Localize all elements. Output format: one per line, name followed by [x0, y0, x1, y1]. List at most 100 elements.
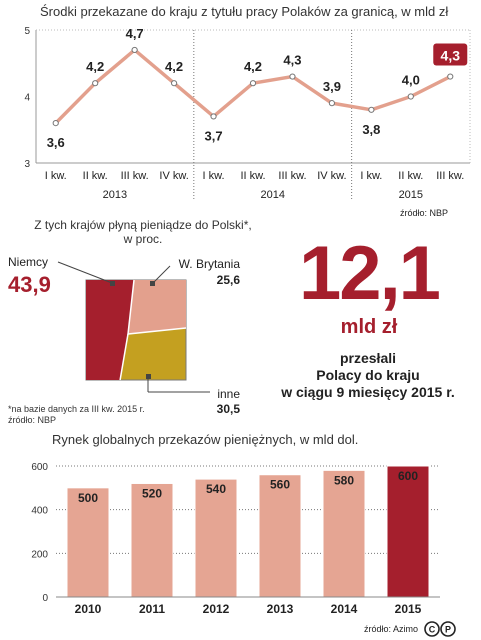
- bar-chart: 0 200 400 600 500 2010 520 2011 540 2012 560 2013 58…: [31, 462, 440, 616]
- highlight-unit: mld zł: [340, 316, 398, 338]
- data-label-highlight: 4,3: [441, 48, 461, 64]
- data-point: [210, 113, 217, 120]
- bar: [194, 478, 238, 598]
- highlight-description: przesłali Polacy do kraju w ciągu 9 mies…: [262, 350, 474, 401]
- year-label: 2013: [103, 189, 127, 201]
- year-label: 2014: [260, 189, 284, 201]
- data-point: [289, 73, 296, 80]
- bar-value-label: 500: [78, 491, 98, 505]
- bar-category-label: 2011: [139, 602, 165, 616]
- slice-divider-2: [119, 333, 129, 381]
- data-label: 4,2: [86, 59, 104, 74]
- bar-category-label: 2013: [267, 602, 294, 616]
- data-point: [447, 73, 454, 80]
- data-label: 3,8: [362, 122, 380, 137]
- bar: [386, 465, 430, 598]
- bar-value-label: 560: [270, 478, 290, 492]
- bar-y-tick-label: 0: [42, 593, 48, 604]
- data-label: 4,0: [402, 73, 420, 88]
- data-point: [328, 100, 336, 107]
- highlight-desc-line2: Polacy do kraju: [316, 367, 420, 383]
- bar: [130, 482, 174, 598]
- highlight-desc-line1: przesłali: [339, 350, 397, 366]
- quarter-label: III kw.: [121, 170, 149, 182]
- bar-category-label: 2015: [395, 602, 422, 616]
- bar-value-label: 520: [142, 486, 162, 500]
- copyright-circle: [424, 621, 440, 637]
- highlight-desc-line3: w ciągu 9 miesięcy 2015 r.: [281, 384, 455, 400]
- bar: [258, 474, 302, 598]
- quarter-label: I kw.: [45, 170, 67, 182]
- slice-germany: [86, 280, 134, 380]
- label-other: inne: [217, 387, 240, 401]
- data-point: [368, 106, 375, 113]
- bar-category-label: 2010: [75, 602, 102, 616]
- bar: [66, 487, 110, 598]
- slice-uk: [128, 280, 186, 334]
- quarter-label: IV kw.: [159, 170, 188, 182]
- pie-footnote-text: *na bazie danych za III kw. 2015 r.: [8, 404, 145, 414]
- pie-title-line1: Z tych krajów płyną pieniądze do Polski*…: [34, 218, 252, 232]
- data-point: [407, 93, 414, 100]
- quarter-label: II kw.: [83, 170, 108, 182]
- value-uk: 25,6: [217, 273, 241, 287]
- pie-title-line2: w proc.: [123, 232, 163, 246]
- quarter-label: I kw.: [203, 170, 225, 182]
- bar-y-tick-label: 600: [31, 462, 48, 473]
- quarter-label: III kw.: [278, 170, 306, 182]
- marker-germany: [110, 281, 115, 286]
- bar-value-label: 540: [206, 482, 226, 496]
- publisher-logo: C P: [424, 621, 456, 637]
- marker-other: [146, 374, 151, 379]
- line-y-tick-label: 5: [24, 26, 30, 37]
- leader-uk: [152, 265, 171, 284]
- line-y-tick-label: 3: [24, 159, 30, 170]
- data-point: [249, 80, 257, 87]
- marker-uk: [150, 281, 155, 286]
- line-chart-source: źródło: NBP: [400, 208, 449, 218]
- data-point: [170, 80, 178, 87]
- quarter-label: IV kw.: [317, 170, 346, 182]
- quarter-label: II kw.: [398, 170, 423, 182]
- data-point: [92, 80, 99, 87]
- highlight-value-box: [433, 43, 468, 66]
- leader-germany: [57, 261, 113, 284]
- pie-source: źródło: NBP: [8, 415, 57, 425]
- value-germany: 43,9: [8, 272, 51, 297]
- bar-chart-source: źródło: Azimo: [364, 624, 419, 634]
- logo-letter-c: C: [429, 625, 436, 635]
- bar-y-tick-label: 400: [31, 506, 48, 517]
- logo-letter-p: P: [445, 625, 451, 635]
- data-point: [52, 120, 59, 127]
- line-y-tick-label: 4: [24, 93, 30, 104]
- label-uk: W. Brytania: [179, 257, 241, 271]
- data-label: 4,7: [126, 26, 144, 41]
- bar-category-label: 2012: [203, 602, 230, 616]
- quarter-label: I kw.: [360, 170, 382, 182]
- logo-circle-p: [440, 621, 456, 637]
- data-point: [131, 46, 138, 54]
- highlight-value: 12,1: [299, 231, 441, 316]
- line-chart: 3 4 5 2013 2014 2015 I kw. II kw. III kw. IV kw. I…: [24, 26, 471, 201]
- label-germany: Niemcy: [8, 255, 48, 269]
- data-label: 3,9: [323, 79, 341, 94]
- pie-chart-title: Z tych krajów płyną pieniądze do Polski*…: [8, 218, 278, 246]
- pie-footnote: *na bazie danych za III kw. 2015 r. źród…: [8, 404, 145, 426]
- bar-value-label: 600: [398, 469, 418, 483]
- bar-value-label: 580: [334, 473, 354, 487]
- quarter-label: III kw.: [436, 170, 464, 182]
- year-label: 2015: [399, 189, 423, 201]
- value-other: 30,5: [217, 402, 241, 415]
- bar-chart-title: Rynek globalnych przekazów pieniężnych, …: [52, 432, 359, 447]
- data-label: 4,2: [165, 59, 183, 74]
- data-label: 3,7: [205, 128, 223, 143]
- line-chart-title: Środki przekazane do kraju z tytułu prac…: [40, 4, 449, 19]
- bar-y-tick-label: 200: [31, 549, 48, 560]
- data-label: 3,6: [47, 135, 65, 150]
- bar-category-label: 2014: [331, 602, 358, 616]
- quarter-label: II kw.: [240, 170, 265, 182]
- bar: [322, 469, 366, 598]
- data-label: 4,2: [244, 59, 262, 74]
- data-label: 4,3: [283, 53, 301, 68]
